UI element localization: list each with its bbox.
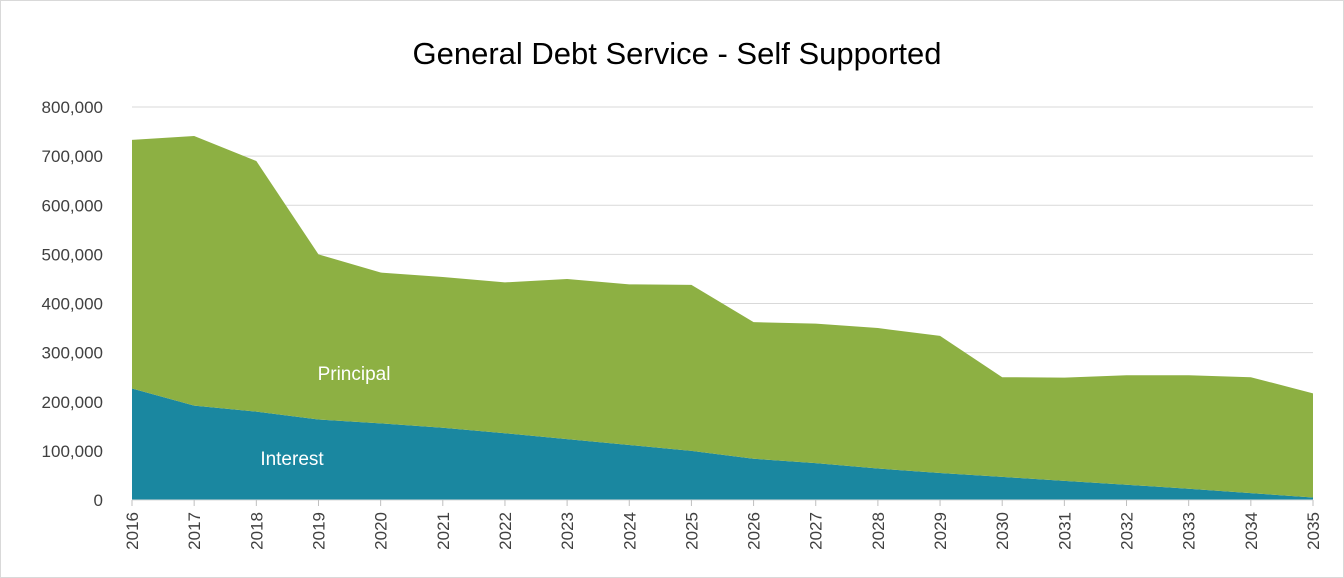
- y-tick-label: 500,000: [42, 245, 103, 264]
- x-tick-label: 2029: [931, 512, 950, 550]
- x-tick-label: 2034: [1242, 512, 1261, 550]
- area-series-group: [132, 135, 1313, 500]
- y-tick-label: 400,000: [42, 295, 103, 314]
- x-tick-label: 2027: [807, 512, 826, 550]
- x-tick-label: 2031: [1055, 512, 1074, 550]
- x-tick-label: 2021: [434, 512, 453, 550]
- x-tick-label: 2025: [682, 512, 701, 550]
- area-principal: [132, 135, 1313, 498]
- x-tick-label: 2018: [247, 512, 266, 550]
- x-tick-label: 2035: [1304, 512, 1323, 550]
- x-tick-label: 2026: [745, 512, 764, 550]
- y-tick-label: 600,000: [42, 196, 103, 215]
- x-tick-label: 2020: [372, 512, 391, 550]
- series-label-interest: Interest: [260, 449, 324, 470]
- axes: 0 100,000 200,000 300,000 400,000 500,000 600,…: [42, 98, 1323, 550]
- y-tick-label: 0: [94, 491, 103, 510]
- x-tick-label: 2017: [185, 512, 204, 550]
- x-tick-label: 2033: [1180, 512, 1199, 550]
- area-interest: [132, 388, 1313, 500]
- x-tick-label: 2019: [309, 512, 328, 550]
- x-tick-label: 2024: [620, 512, 639, 550]
- series-labels: Interest Principal: [260, 364, 390, 470]
- y-tick-label: 100,000: [42, 442, 103, 461]
- x-tick-label: 2022: [496, 512, 515, 550]
- x-tick-label: 2028: [869, 512, 888, 550]
- chart-title: General Debt Service - Self Supported: [413, 36, 942, 71]
- series-label-principal: Principal: [318, 364, 391, 385]
- x-tick-label: 2016: [123, 512, 142, 550]
- x-tick-label: 2023: [558, 512, 577, 550]
- y-tick-label: 200,000: [42, 393, 103, 412]
- y-tick-label: 700,000: [42, 147, 103, 166]
- x-tick-label: 2032: [1118, 512, 1137, 550]
- y-tick-label: 800,000: [42, 98, 103, 117]
- x-tick-label: 2030: [993, 512, 1012, 550]
- y-tick-label: 300,000: [42, 344, 103, 363]
